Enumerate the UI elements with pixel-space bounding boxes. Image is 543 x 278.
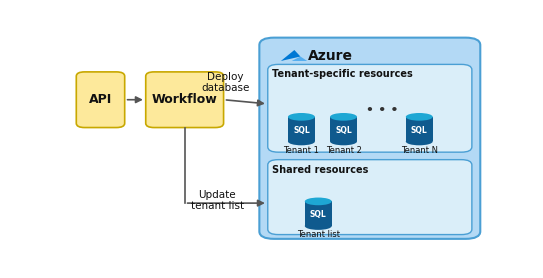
FancyBboxPatch shape	[146, 72, 224, 128]
Polygon shape	[288, 117, 315, 142]
Text: Azure: Azure	[308, 49, 353, 63]
Ellipse shape	[288, 138, 315, 145]
FancyBboxPatch shape	[76, 72, 125, 128]
Text: SQL: SQL	[293, 126, 310, 135]
Text: API: API	[89, 93, 112, 106]
Polygon shape	[330, 117, 357, 142]
Text: Tenant N: Tenant N	[401, 146, 438, 155]
Polygon shape	[281, 50, 300, 61]
Ellipse shape	[305, 222, 332, 230]
Polygon shape	[292, 56, 307, 61]
Text: Shared resources: Shared resources	[272, 165, 368, 175]
Polygon shape	[305, 201, 332, 226]
Ellipse shape	[406, 138, 433, 145]
FancyBboxPatch shape	[268, 160, 472, 235]
Ellipse shape	[330, 113, 357, 121]
Text: Tenant-specific resources: Tenant-specific resources	[272, 69, 413, 79]
Text: • • •: • • •	[367, 104, 399, 117]
Ellipse shape	[406, 113, 433, 121]
Text: Tenant 2: Tenant 2	[326, 146, 362, 155]
Text: Tenant 1: Tenant 1	[283, 146, 319, 155]
Text: Tenant list: Tenant list	[297, 230, 340, 239]
Text: SQL: SQL	[335, 126, 352, 135]
Text: Deploy
database: Deploy database	[201, 72, 250, 93]
FancyBboxPatch shape	[260, 38, 481, 239]
Text: SQL: SQL	[310, 210, 327, 219]
Text: SQL: SQL	[411, 126, 428, 135]
Ellipse shape	[288, 113, 315, 121]
Polygon shape	[406, 117, 433, 142]
Ellipse shape	[305, 198, 332, 205]
Ellipse shape	[330, 138, 357, 145]
Text: Workflow: Workflow	[152, 93, 218, 106]
FancyBboxPatch shape	[268, 64, 472, 152]
Text: Update
tenant list: Update tenant list	[191, 190, 244, 211]
